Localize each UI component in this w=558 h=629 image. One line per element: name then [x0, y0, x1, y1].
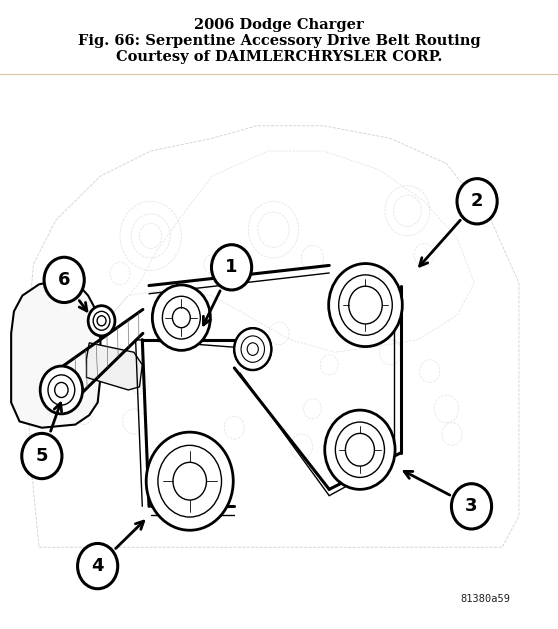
Circle shape	[451, 484, 492, 529]
Circle shape	[234, 328, 271, 370]
Text: 4: 4	[92, 557, 104, 575]
Circle shape	[329, 264, 402, 347]
Text: 3: 3	[465, 498, 478, 515]
Circle shape	[40, 366, 83, 414]
Circle shape	[325, 410, 395, 489]
Circle shape	[146, 432, 233, 530]
Circle shape	[152, 285, 210, 350]
Text: Fig. 66: Serpentine Accessory Drive Belt Routing: Fig. 66: Serpentine Accessory Drive Belt…	[78, 34, 480, 48]
Text: 2006 Dodge Charger: 2006 Dodge Charger	[194, 18, 364, 32]
Text: 2: 2	[471, 192, 483, 210]
Polygon shape	[11, 280, 100, 428]
Text: 81380a59: 81380a59	[460, 594, 511, 604]
Text: 6: 6	[58, 271, 70, 289]
Polygon shape	[86, 343, 142, 390]
Text: Courtesy of DAIMLERCHRYSLER CORP.: Courtesy of DAIMLERCHRYSLER CORP.	[116, 50, 442, 64]
Circle shape	[457, 179, 497, 224]
Circle shape	[88, 306, 115, 336]
Circle shape	[211, 245, 252, 290]
Circle shape	[44, 257, 84, 303]
Circle shape	[234, 328, 271, 370]
Circle shape	[78, 543, 118, 589]
Text: 1: 1	[225, 259, 238, 276]
Circle shape	[22, 433, 62, 479]
Text: 5: 5	[36, 447, 48, 465]
